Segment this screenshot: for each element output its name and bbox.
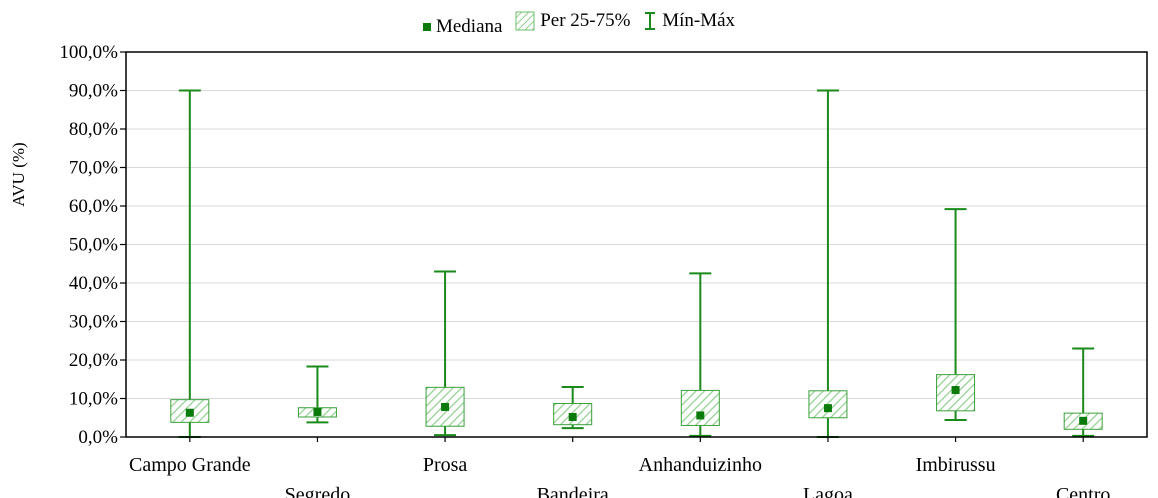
y-tick-label: 60,0% xyxy=(69,196,118,217)
legend-item-median: Mediana xyxy=(422,16,503,38)
median-marker xyxy=(568,412,577,421)
x-tick-label: Centro xyxy=(1056,484,1110,498)
x-tick-label: Imbirussu xyxy=(916,454,996,476)
x-tick-label: Segredo xyxy=(285,484,351,498)
x-tick-label: Prosa xyxy=(423,454,468,476)
legend-label-median: Mediana xyxy=(435,16,503,37)
y-tick-label: 80,0% xyxy=(69,119,118,140)
median-marker xyxy=(185,408,194,417)
iqr-box xyxy=(680,389,720,426)
y-tick-label: 70,0% xyxy=(69,158,118,179)
x-tick-label: Anhanduizinho xyxy=(639,454,762,476)
median-marker xyxy=(696,411,705,420)
x-tick-label: Bandeira xyxy=(537,484,609,498)
y-tick-label: 50,0% xyxy=(69,235,118,256)
legend-item-box: Per 25-75% xyxy=(515,10,630,32)
y-tick-label: 90,0% xyxy=(69,81,118,102)
median-marker xyxy=(441,402,450,411)
legend-item-whisker: Mín-Máx xyxy=(643,10,735,32)
y-tick-label: 20,0% xyxy=(69,350,118,371)
legend-label-whisker: Mín-Máx xyxy=(662,10,736,31)
median-marker xyxy=(951,386,960,395)
y-axis-ticks: 0,0% 10,0% 20,0% 30,0% 40,0% 50,0% 60,0% 70,0% 8… xyxy=(59,42,126,448)
legend-label-box: Per 25-75% xyxy=(540,10,631,31)
grid xyxy=(126,90,1147,399)
chart-legend: Mediana Per 25-75% Mín-Máx xyxy=(0,10,1158,38)
hatched-box-icon xyxy=(515,11,535,31)
median-marker xyxy=(823,404,832,413)
median-marker xyxy=(313,407,322,416)
y-tick-label: 0,0% xyxy=(78,427,118,448)
whisker-icon xyxy=(645,12,656,30)
x-tick-label: Campo Grande xyxy=(129,454,251,476)
y-tick-label: 30,0% xyxy=(69,312,118,333)
y-axis-label: AVU (%) xyxy=(9,142,28,206)
median-marker xyxy=(1079,416,1088,425)
x-tick-label: Lagoa xyxy=(803,484,853,498)
plot-frame xyxy=(125,51,1148,438)
y-tick-label: 40,0% xyxy=(69,273,118,294)
boxes xyxy=(170,89,1103,438)
y-tick-label: 10,0% xyxy=(69,389,118,410)
median-marker-icon xyxy=(422,23,431,31)
x-axis-labels: Campo Grande Segredo Prosa Bandeira Anhandui… xyxy=(129,437,1110,498)
y-tick-label: 100,0% xyxy=(59,42,118,63)
